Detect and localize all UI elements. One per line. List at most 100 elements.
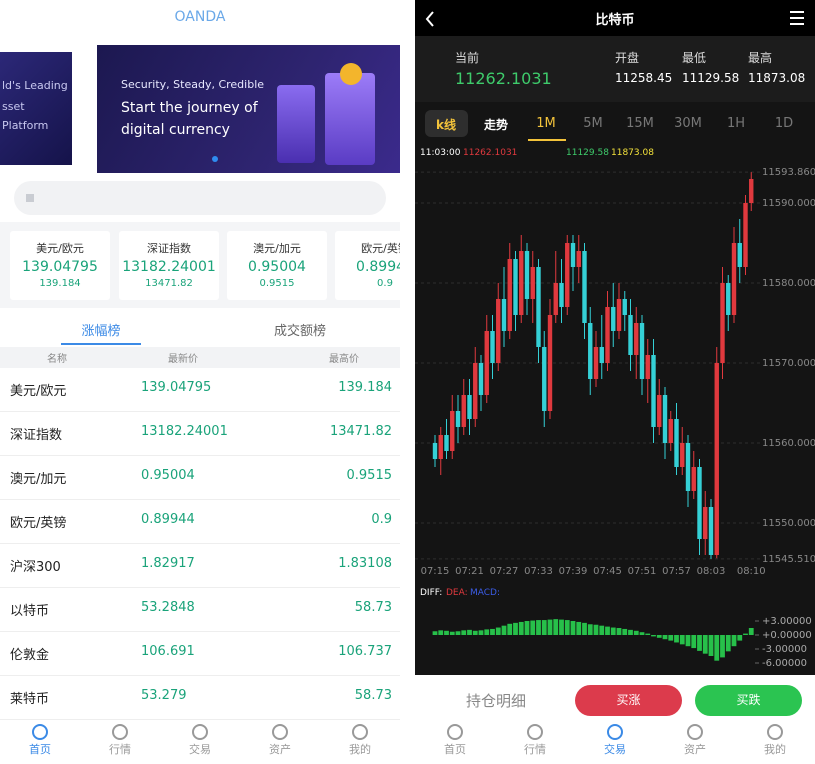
- candle-body: [478, 363, 484, 395]
- nav-label[interactable]: 首页: [29, 743, 51, 756]
- quote-card[interactable]: 深证指数 13182.24001 13471.82: [119, 231, 219, 300]
- card-high: 139.184: [39, 278, 81, 289]
- left-screen: Security, Steady, Credible Start the jour…: [0, 0, 400, 764]
- legend-item: 11873.08: [611, 148, 654, 158]
- side-banner-text: ld's Leading: [2, 79, 68, 92]
- quote-label: 开盘: [615, 51, 640, 65]
- macd-bar: [731, 635, 737, 647]
- tab-box: [425, 110, 468, 137]
- nav-icon[interactable]: [607, 724, 623, 740]
- nav-icon[interactable]: [32, 724, 48, 740]
- quote-value: 11873.08: [748, 71, 806, 85]
- candle-body: [616, 299, 622, 331]
- nav-icon[interactable]: [352, 724, 368, 740]
- candle-body: [467, 395, 472, 419]
- y-tick-label: 11560.0000: [762, 438, 815, 449]
- row-high: 58.73: [354, 688, 392, 703]
- candle-body: [720, 283, 725, 363]
- macd-bar: [478, 630, 484, 636]
- tab[interactable]: 涨幅榜: [81, 324, 121, 339]
- table-row[interactable]: 欧元/英镑 0.89944 0.9: [0, 500, 400, 544]
- candle-body: [444, 435, 449, 451]
- nav-icon[interactable]: [272, 724, 288, 740]
- interval[interactable]: 1D: [774, 116, 794, 131]
- interval[interactable]: 15M: [626, 116, 654, 131]
- candle-body: [743, 203, 748, 267]
- nav-label[interactable]: 资产: [269, 743, 291, 756]
- macd-bar: [593, 624, 599, 636]
- nav-icon[interactable]: [447, 724, 463, 740]
- candle-body: [582, 251, 587, 323]
- nav-label[interactable]: 交易: [604, 743, 626, 756]
- quote-label: 最低: [682, 51, 707, 65]
- menu-icon: [790, 11, 804, 25]
- candle-body: [455, 411, 461, 427]
- macd-bar: [622, 628, 628, 636]
- position-label[interactable]: 持仓明细: [465, 692, 526, 710]
- candle-body: [657, 395, 662, 427]
- legend-item: 11129.58: [566, 148, 609, 158]
- table-row[interactable]: 澳元/加元 0.95004 0.9515: [0, 456, 400, 500]
- table-row[interactable]: 以特币 53.2848 58.73: [0, 588, 400, 632]
- macd-bar: [559, 619, 564, 636]
- nav-icon[interactable]: [192, 724, 208, 740]
- x-tick-label: 07:27: [490, 566, 519, 577]
- nav-icon[interactable]: [112, 724, 128, 740]
- interval[interactable]: 5M: [583, 116, 603, 131]
- candle-body: [438, 435, 443, 459]
- nav-icon[interactable]: [527, 724, 543, 740]
- candle-body: [668, 419, 673, 443]
- quote-card[interactable]: 美元/欧元 139.04795 139.184: [10, 231, 110, 300]
- nav-icon[interactable]: [687, 724, 703, 740]
- candle-body: [501, 299, 507, 331]
- nav-label[interactable]: 资产: [684, 743, 706, 756]
- y-tick-label: -6.00000: [762, 658, 807, 669]
- quote-card[interactable]: 澳元/加元 0.95004 0.9515: [227, 231, 327, 300]
- chart-tab[interactable]: 走势: [483, 118, 508, 132]
- table-row[interactable]: 沪深300 1.82917 1.83108: [0, 544, 400, 588]
- nav-label[interactable]: 我的: [349, 743, 371, 756]
- row-high: 13471.82: [329, 424, 392, 439]
- table-row[interactable]: 美元/欧元 139.04795 139.184: [0, 368, 400, 412]
- tab[interactable]: 成交额榜: [273, 324, 326, 339]
- nav-label[interactable]: 交易: [189, 743, 211, 756]
- screen-title: 比特币: [595, 13, 635, 28]
- buy-up-button[interactable]: 买涨: [575, 685, 682, 716]
- nav-label[interactable]: 行情: [524, 743, 546, 756]
- interval[interactable]: 30M: [674, 116, 702, 131]
- interval[interactable]: 1H: [726, 116, 746, 131]
- banner-graphic: [277, 85, 315, 163]
- macd-legend-item: DEA:: [446, 588, 468, 598]
- x-tick-label: 07:21: [455, 566, 484, 577]
- macd-bar: [461, 630, 467, 636]
- nav-label[interactable]: 首页: [444, 743, 466, 756]
- candle-body: [703, 507, 708, 539]
- nav-label[interactable]: 行情: [109, 743, 131, 756]
- column-header: 最新价: [168, 354, 198, 365]
- nav-icon[interactable]: [767, 724, 783, 740]
- table-row[interactable]: 伦敦金 106.691 106.737: [0, 632, 400, 676]
- nav-label[interactable]: 我的: [764, 743, 786, 756]
- macd-bar: [628, 629, 633, 636]
- chart-tab[interactable]: k线: [436, 118, 456, 132]
- macd-bar: [501, 625, 507, 636]
- candle-body: [611, 307, 616, 331]
- macd-legend-item: MACD:: [470, 588, 501, 598]
- macd-bar: [432, 631, 438, 636]
- table-row[interactable]: 深证指数 13182.24001 13471.82: [0, 412, 400, 456]
- column-header: 名称: [47, 354, 67, 365]
- column-header: 最高价: [329, 354, 359, 365]
- interval[interactable]: 1M: [536, 116, 556, 131]
- row-name: 澳元/加元: [10, 472, 67, 487]
- candle-body: [685, 443, 691, 491]
- candle-body: [645, 355, 650, 379]
- legend-item: 11:03:00: [420, 148, 461, 158]
- table-row[interactable]: 莱特币 53.279 58.73: [0, 676, 400, 720]
- quote-card[interactable]: 欧元/英镑 0.89944 0.9: [335, 231, 400, 300]
- buy-down-button[interactable]: 买跌: [695, 685, 802, 716]
- macd-bar: [495, 627, 501, 636]
- candle-body: [461, 395, 466, 427]
- candle-body: [490, 331, 495, 363]
